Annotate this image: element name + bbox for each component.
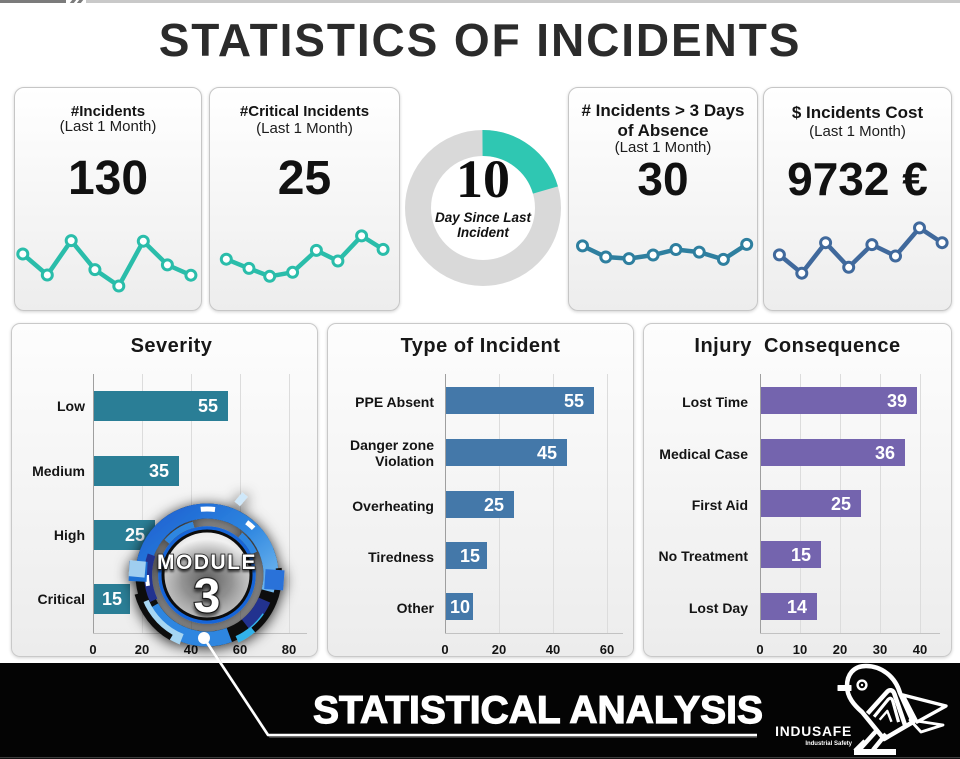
svg-text:MODULE: MODULE — [157, 551, 257, 574]
svg-text:Industrial Safety: Industrial Safety — [805, 741, 852, 747]
svg-text:INDUSAFE: INDUSAFE — [775, 724, 852, 739]
svg-text:3: 3 — [194, 570, 221, 623]
